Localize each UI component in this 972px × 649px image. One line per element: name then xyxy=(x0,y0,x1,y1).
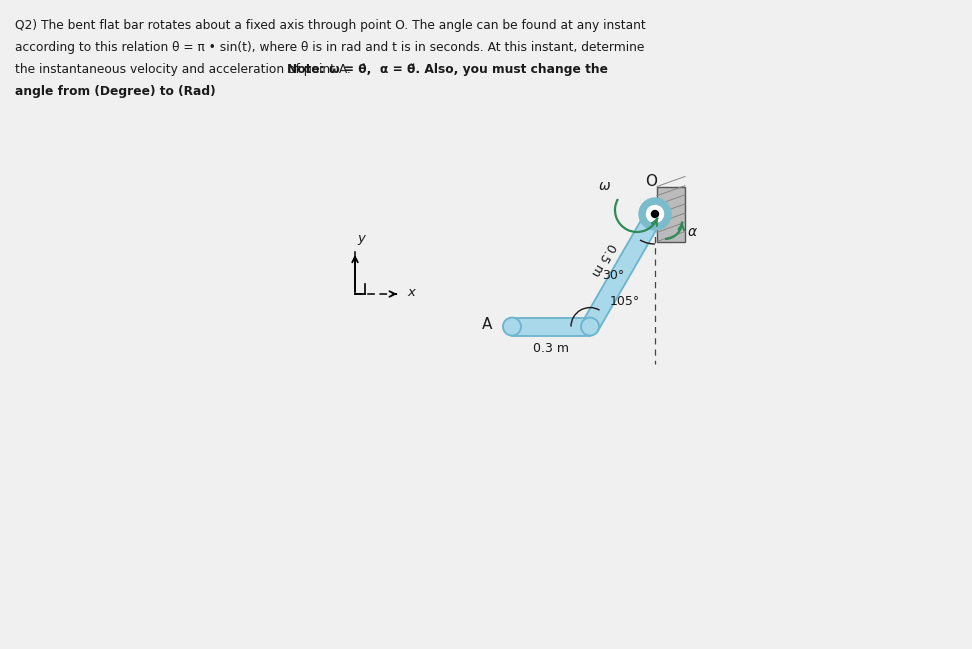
Circle shape xyxy=(503,317,521,336)
Text: Note: ω = θ̇,  α = θ̈. Also, you must change the: Note: ω = θ̇, α = θ̈. Also, you must cha… xyxy=(287,63,608,76)
Text: O: O xyxy=(645,175,657,190)
Text: angle from (Degree) to (Rad): angle from (Degree) to (Rad) xyxy=(15,85,216,98)
Text: A: A xyxy=(482,317,492,332)
Text: 105°: 105° xyxy=(609,295,641,308)
Polygon shape xyxy=(512,317,590,336)
Text: α: α xyxy=(687,225,697,239)
Circle shape xyxy=(639,198,671,230)
Text: x: x xyxy=(407,286,415,299)
Text: Q2) The bent flat bar rotates about a fixed axis through point O. The angle can : Q2) The bent flat bar rotates about a fi… xyxy=(15,19,645,32)
Circle shape xyxy=(651,210,658,217)
Text: 30°: 30° xyxy=(602,269,624,282)
Circle shape xyxy=(646,206,664,223)
Circle shape xyxy=(581,317,599,336)
Text: the instantaneous velocity and acceleration of point A.: the instantaneous velocity and accelerat… xyxy=(15,63,355,76)
Text: 0.3 m: 0.3 m xyxy=(533,342,569,355)
Polygon shape xyxy=(582,210,663,331)
Text: 0.5 m: 0.5 m xyxy=(589,240,618,278)
Bar xyxy=(657,186,685,241)
Text: according to this relation θ = π • sin(t), where θ is in rad and t is in seconds: according to this relation θ = π • sin(t… xyxy=(15,41,644,54)
Text: y: y xyxy=(357,232,364,245)
Text: ω: ω xyxy=(599,179,610,193)
